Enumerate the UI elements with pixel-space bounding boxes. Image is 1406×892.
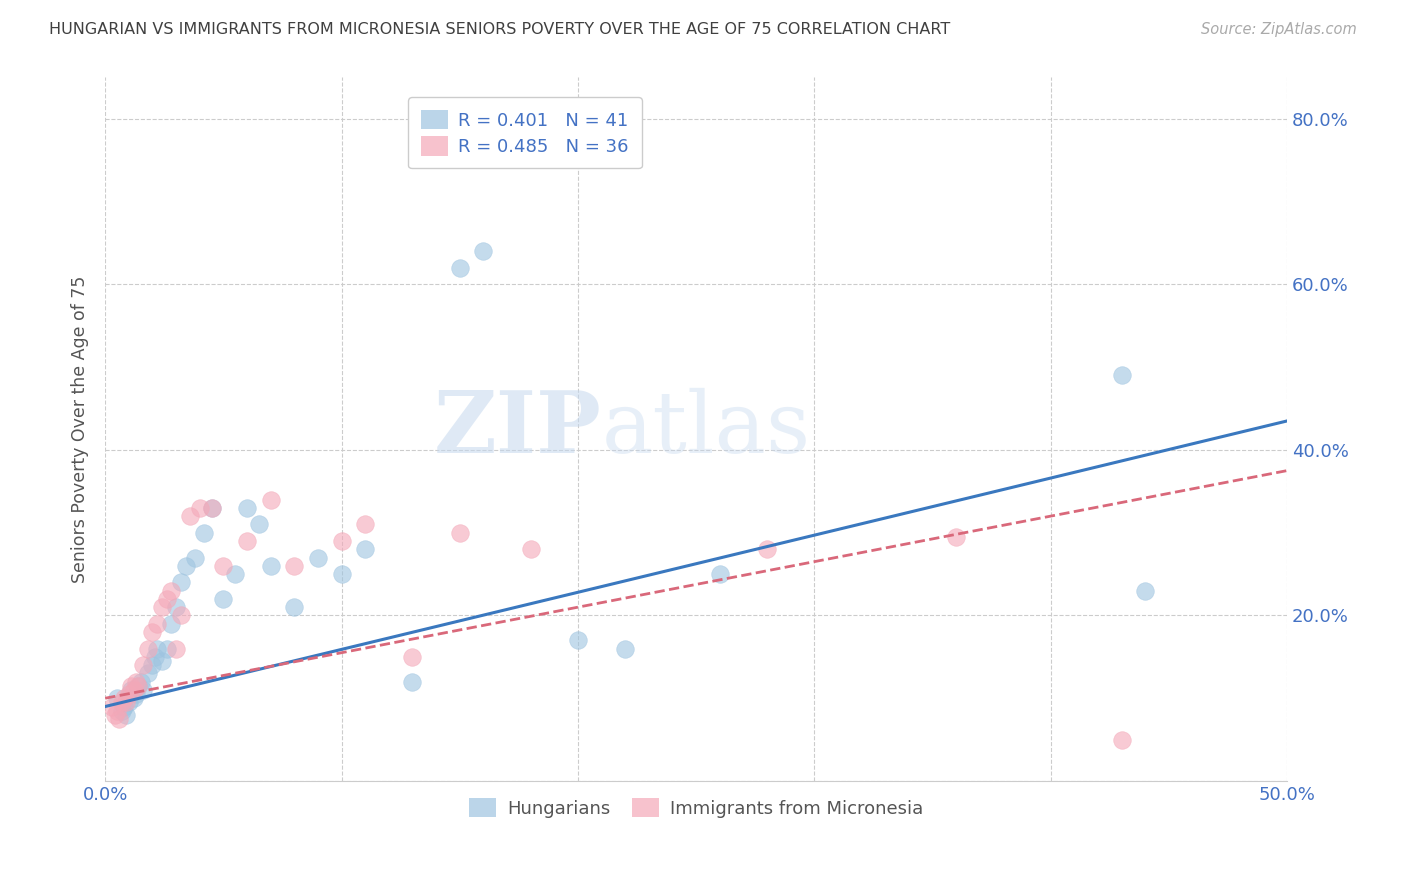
Point <box>115 695 138 709</box>
Point <box>165 600 187 615</box>
Point <box>127 679 149 693</box>
Point <box>129 674 152 689</box>
Point <box>212 558 235 573</box>
Point <box>160 616 183 631</box>
Point <box>236 533 259 548</box>
Point <box>118 687 141 701</box>
Point <box>519 542 541 557</box>
Point <box>112 699 135 714</box>
Point <box>125 687 148 701</box>
Point <box>614 641 637 656</box>
Point <box>260 558 283 573</box>
Point <box>156 591 179 606</box>
Point <box>150 600 173 615</box>
Point <box>122 682 145 697</box>
Point <box>101 699 124 714</box>
Point <box>179 509 201 524</box>
Point <box>170 575 193 590</box>
Text: Source: ZipAtlas.com: Source: ZipAtlas.com <box>1201 22 1357 37</box>
Point <box>188 500 211 515</box>
Text: ZIP: ZIP <box>434 387 602 471</box>
Point <box>283 558 305 573</box>
Point <box>112 691 135 706</box>
Point <box>125 674 148 689</box>
Point <box>709 567 731 582</box>
Point <box>449 525 471 540</box>
Point <box>132 658 155 673</box>
Point <box>111 695 134 709</box>
Point <box>104 707 127 722</box>
Point <box>141 658 163 673</box>
Point <box>150 654 173 668</box>
Legend: Hungarians, Immigrants from Micronesia: Hungarians, Immigrants from Micronesia <box>463 790 931 825</box>
Point <box>132 682 155 697</box>
Point <box>212 591 235 606</box>
Point <box>141 625 163 640</box>
Point <box>115 707 138 722</box>
Point <box>143 649 166 664</box>
Point <box>105 691 128 706</box>
Point <box>160 583 183 598</box>
Point <box>330 533 353 548</box>
Point <box>184 550 207 565</box>
Point <box>260 492 283 507</box>
Point <box>156 641 179 656</box>
Point <box>756 542 779 557</box>
Point <box>120 679 142 693</box>
Point <box>567 633 589 648</box>
Point <box>1135 583 1157 598</box>
Point <box>401 674 423 689</box>
Point <box>118 695 141 709</box>
Point <box>108 712 131 726</box>
Point <box>146 616 169 631</box>
Point <box>111 704 134 718</box>
Point <box>354 517 377 532</box>
Point <box>283 600 305 615</box>
Point <box>236 500 259 515</box>
Point <box>146 641 169 656</box>
Point <box>127 679 149 693</box>
Point <box>165 641 187 656</box>
Point <box>174 558 197 573</box>
Point <box>247 517 270 532</box>
Point <box>330 567 353 582</box>
Point <box>472 244 495 259</box>
Point <box>136 641 159 656</box>
Point <box>200 500 222 515</box>
Point <box>401 649 423 664</box>
Point <box>224 567 246 582</box>
Point <box>105 704 128 718</box>
Point <box>136 666 159 681</box>
Point <box>200 500 222 515</box>
Point <box>1111 368 1133 383</box>
Point <box>1111 732 1133 747</box>
Point <box>170 608 193 623</box>
Point <box>193 525 215 540</box>
Point <box>120 682 142 697</box>
Text: HUNGARIAN VS IMMIGRANTS FROM MICRONESIA SENIORS POVERTY OVER THE AGE OF 75 CORRE: HUNGARIAN VS IMMIGRANTS FROM MICRONESIA … <box>49 22 950 37</box>
Point <box>945 530 967 544</box>
Text: atlas: atlas <box>602 388 811 471</box>
Point <box>307 550 329 565</box>
Y-axis label: Seniors Poverty Over the Age of 75: Seniors Poverty Over the Age of 75 <box>72 276 89 582</box>
Point <box>449 260 471 275</box>
Point <box>354 542 377 557</box>
Point <box>122 691 145 706</box>
